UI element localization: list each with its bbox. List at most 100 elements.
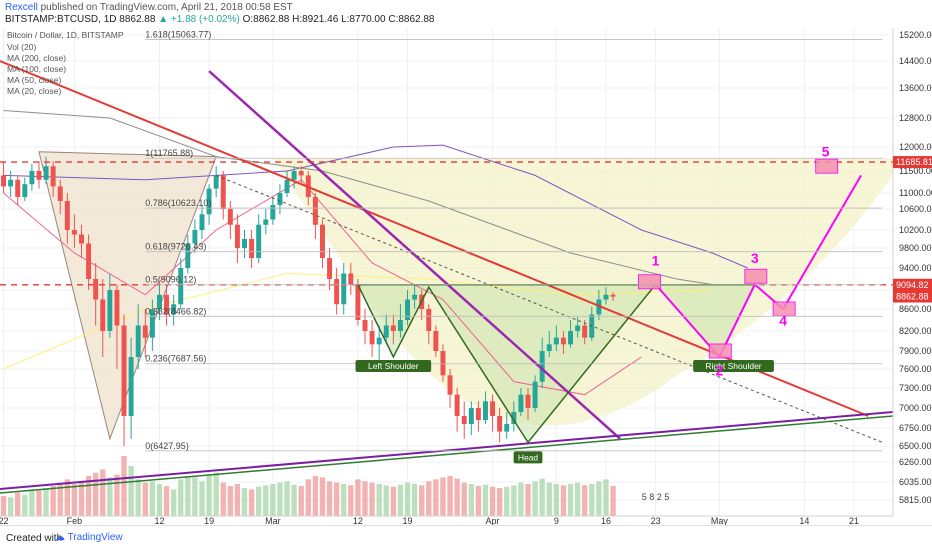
candle-body bbox=[525, 394, 531, 408]
volume-bar bbox=[135, 479, 141, 516]
price-axis[interactable]: 15200.00 14400.00 13600.00 12800.00 12000.00… bbox=[892, 28, 932, 525]
volume-bar bbox=[603, 479, 609, 516]
candle-body bbox=[149, 309, 155, 338]
candle-body bbox=[220, 175, 226, 209]
volume-bar bbox=[255, 486, 262, 516]
volume-bar bbox=[114, 474, 120, 516]
price-chart[interactable]: 1.618(15063.77) 1(11765.88) 0.786(10623.10… bbox=[0, 28, 932, 525]
tradingview-logo[interactable]: ☁ TradingView bbox=[55, 532, 123, 543]
candle-body bbox=[312, 197, 318, 225]
candle-body bbox=[270, 205, 276, 220]
candle-body bbox=[376, 337, 382, 345]
price-tick-label: 6500.00 bbox=[899, 441, 932, 451]
candle-body bbox=[227, 209, 233, 225]
pattern-label: Right Shoulder bbox=[705, 361, 761, 371]
tradingview-brand: TradingView bbox=[67, 532, 123, 543]
volume-bar bbox=[149, 481, 156, 516]
volume-bar bbox=[589, 484, 595, 516]
pattern-label-bg bbox=[355, 360, 432, 372]
chart-area[interactable]: 1.618(15063.77) 1(11765.88) 0.786(10623.10… bbox=[0, 28, 932, 525]
volume-bar bbox=[199, 481, 205, 516]
volume-bar bbox=[0, 496, 7, 516]
annotations: Left Shoulder Head Right Shoulder 1 2 3 4 5 5 8 … bbox=[355, 144, 830, 502]
volume-bar bbox=[305, 479, 311, 516]
volume-bar bbox=[57, 482, 63, 516]
candle-body bbox=[568, 331, 574, 345]
volume-bar bbox=[220, 482, 226, 516]
candle-body bbox=[355, 284, 361, 320]
price-tick-label: 7300.00 bbox=[899, 383, 932, 393]
candle-body bbox=[560, 337, 566, 345]
candle-body bbox=[277, 193, 283, 205]
candle-body bbox=[249, 239, 255, 258]
price-tick-label: 6750.00 bbox=[899, 423, 932, 433]
time-tick-label: 9 bbox=[554, 516, 559, 525]
volume-bar bbox=[248, 489, 255, 516]
volume-bar bbox=[92, 472, 99, 516]
candles bbox=[1, 156, 616, 446]
price-tick-label: 7000.00 bbox=[899, 403, 932, 413]
volume-bar bbox=[326, 481, 333, 516]
publisher-username[interactable]: Rexcell bbox=[5, 2, 38, 13]
price-marker-bg bbox=[893, 156, 932, 169]
price-tick-label: 9800.00 bbox=[899, 243, 932, 253]
volume-bar bbox=[475, 486, 482, 516]
candle-body bbox=[511, 412, 517, 424]
fib-label: 1(11765.88) bbox=[145, 148, 193, 158]
time-axis[interactable]: 22 Feb 12 19 Mar 12 19 Apr 9 16 23 May 14 21 bbox=[0, 515, 893, 525]
volume-bar bbox=[284, 481, 290, 516]
volume-bar bbox=[234, 484, 241, 516]
candle-body bbox=[383, 325, 389, 338]
volume-bar bbox=[419, 485, 425, 516]
candle-body bbox=[284, 179, 290, 193]
candle-body bbox=[433, 331, 439, 351]
price-tick-label: 11500.00 bbox=[899, 166, 932, 176]
price-tick-label: 10200.00 bbox=[899, 225, 932, 235]
volume-bar bbox=[277, 482, 283, 516]
candle-body bbox=[93, 279, 99, 300]
close-value: C:8862.88 bbox=[388, 14, 435, 25]
volume-bar bbox=[433, 479, 439, 516]
candle-body bbox=[64, 201, 70, 230]
volume-bar bbox=[178, 479, 184, 516]
fib-label: 1.618(15063.77) bbox=[145, 29, 211, 39]
time-tick-label: Apr bbox=[486, 516, 500, 525]
candle-body bbox=[348, 273, 354, 285]
projection-arrow bbox=[654, 283, 721, 358]
candle-body bbox=[298, 171, 304, 176]
volume-bar bbox=[489, 486, 496, 516]
pattern-label: Left Shoulder bbox=[368, 361, 419, 371]
volume-bar bbox=[539, 478, 545, 516]
low-value: L:8770.00 bbox=[341, 14, 386, 25]
volume-bar bbox=[85, 476, 92, 516]
time-tick-label: 12 bbox=[353, 516, 363, 525]
price-tick-label: 11000.00 bbox=[899, 188, 932, 198]
candle-body bbox=[22, 184, 28, 197]
step-label: 3 bbox=[751, 250, 759, 266]
candle-body bbox=[596, 299, 602, 315]
time-tick-label: 14 bbox=[799, 516, 809, 525]
volume-bars bbox=[0, 456, 616, 516]
candle-body bbox=[135, 325, 141, 357]
legend-item-ma200: MA (200, close) bbox=[7, 53, 66, 63]
volume-bar bbox=[298, 486, 304, 516]
price-marker-label: 11685.81 bbox=[896, 157, 932, 167]
volume-bar bbox=[121, 456, 127, 516]
candle-body bbox=[405, 299, 411, 320]
candle-body bbox=[242, 239, 247, 248]
volume-bar bbox=[369, 482, 375, 516]
price-tick-label: 12800.00 bbox=[899, 113, 932, 123]
price-marker-label: 8862.88 bbox=[896, 292, 929, 302]
price-tick-label: 6260.00 bbox=[899, 457, 932, 467]
fib-label: 0.618(9726.43) bbox=[145, 242, 206, 252]
volume-bar bbox=[383, 485, 389, 516]
step-label: 1 bbox=[652, 253, 660, 269]
volume-bar bbox=[468, 484, 474, 516]
volume-bar bbox=[263, 485, 269, 516]
candle-body bbox=[610, 294, 616, 297]
volume-bar bbox=[319, 477, 326, 516]
candle-body bbox=[234, 224, 240, 248]
fib-label: 0(6427.95) bbox=[145, 441, 189, 451]
candle-body bbox=[546, 344, 552, 351]
high-value: H:8921.46 bbox=[292, 14, 339, 25]
